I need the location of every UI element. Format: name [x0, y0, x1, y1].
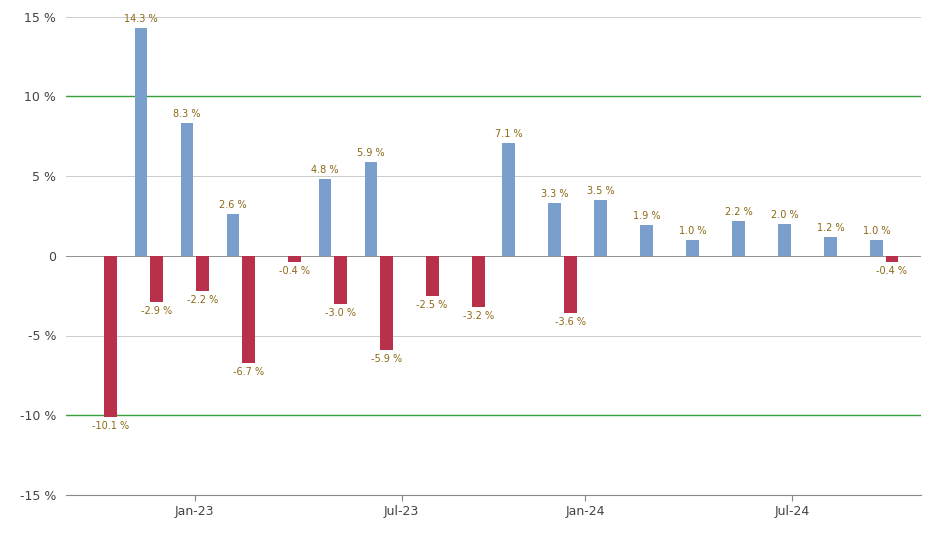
Text: 1.0 %: 1.0 %: [863, 226, 890, 236]
Bar: [334, 256, 347, 304]
Text: 3.3 %: 3.3 %: [541, 189, 569, 199]
Text: -0.4 %: -0.4 %: [876, 266, 907, 276]
Text: -5.9 %: -5.9 %: [370, 354, 401, 364]
Bar: [594, 200, 607, 256]
Text: 4.8 %: 4.8 %: [311, 165, 338, 175]
Bar: [778, 224, 791, 256]
Text: -6.7 %: -6.7 %: [232, 367, 264, 377]
Bar: [103, 256, 117, 417]
Bar: [180, 123, 194, 256]
Text: -10.1 %: -10.1 %: [91, 421, 129, 431]
Bar: [149, 256, 163, 302]
Text: 1.0 %: 1.0 %: [679, 226, 707, 236]
Text: 1.2 %: 1.2 %: [817, 223, 845, 233]
Bar: [319, 179, 332, 256]
Text: 5.9 %: 5.9 %: [357, 147, 384, 158]
Bar: [380, 256, 393, 350]
Bar: [640, 226, 653, 256]
Bar: [426, 256, 439, 296]
Bar: [564, 256, 576, 313]
Text: 14.3 %: 14.3 %: [124, 14, 158, 24]
Text: 7.1 %: 7.1 %: [495, 129, 523, 139]
Text: 2.6 %: 2.6 %: [219, 200, 247, 210]
Bar: [472, 256, 484, 307]
Bar: [196, 256, 209, 291]
Bar: [227, 214, 240, 256]
Text: 1.9 %: 1.9 %: [634, 211, 661, 222]
Text: -2.9 %: -2.9 %: [141, 306, 172, 316]
Text: -2.5 %: -2.5 %: [416, 300, 447, 310]
Bar: [732, 221, 745, 256]
Text: -3.6 %: -3.6 %: [555, 317, 586, 327]
Bar: [548, 203, 561, 256]
Bar: [870, 240, 884, 256]
Bar: [686, 240, 699, 256]
Text: -0.4 %: -0.4 %: [278, 266, 309, 276]
Text: 2.0 %: 2.0 %: [771, 210, 799, 220]
Text: -3.2 %: -3.2 %: [462, 311, 494, 321]
Bar: [365, 162, 377, 256]
Bar: [242, 256, 255, 362]
Text: 3.5 %: 3.5 %: [588, 186, 615, 196]
Text: -3.0 %: -3.0 %: [324, 307, 355, 317]
Text: 8.3 %: 8.3 %: [173, 109, 201, 119]
Bar: [885, 256, 899, 262]
Bar: [288, 256, 301, 262]
Text: -2.2 %: -2.2 %: [186, 295, 218, 305]
Bar: [824, 236, 838, 256]
Bar: [503, 142, 515, 256]
Text: 2.2 %: 2.2 %: [725, 207, 753, 217]
Bar: [134, 28, 148, 256]
